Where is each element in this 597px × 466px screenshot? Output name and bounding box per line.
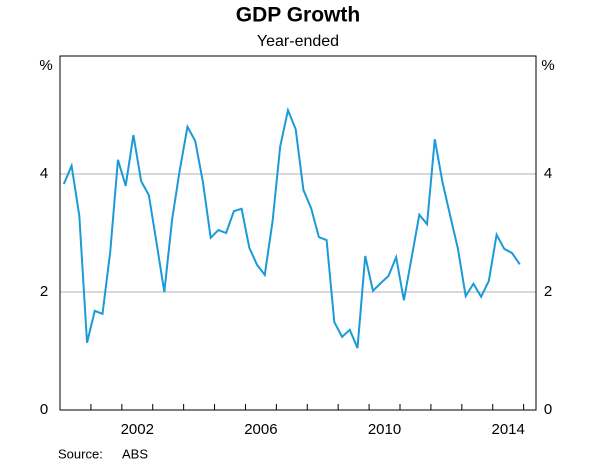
- x-tick-label: 2014: [491, 421, 524, 438]
- chart-title: GDP Growth: [236, 4, 360, 27]
- x-tick-label: 2006: [244, 421, 277, 438]
- x-tick-label: 2002: [121, 421, 154, 438]
- y2-unit: %: [541, 57, 554, 74]
- source-label: Source:: [58, 446, 103, 461]
- x-tick-label: 2010: [368, 421, 401, 438]
- plot-frame: [59, 55, 537, 411]
- y2-tick-label: 4: [544, 165, 552, 182]
- y2-tick-label: 0: [544, 401, 552, 418]
- series-line: [62, 106, 521, 349]
- chart-subtitle: Year-ended: [257, 33, 339, 50]
- y-unit: %: [39, 57, 52, 74]
- y-tick-label: 0: [40, 401, 48, 418]
- y-tick-label: 4: [40, 165, 48, 182]
- y-tick-label: 2: [40, 283, 48, 300]
- source: ABS: [122, 446, 148, 461]
- y2-tick-label: 2: [544, 283, 552, 300]
